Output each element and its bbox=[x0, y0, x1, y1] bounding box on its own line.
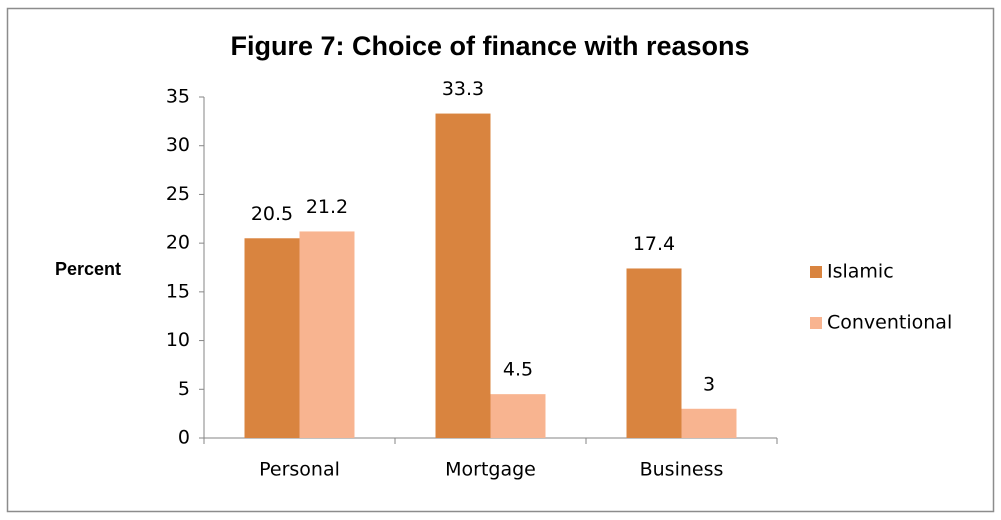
bar bbox=[435, 113, 491, 438]
bar bbox=[490, 394, 546, 438]
x-tick-label: Business bbox=[640, 459, 724, 481]
x-tick-label: Mortgage bbox=[445, 459, 536, 481]
bar bbox=[299, 231, 355, 438]
legend-swatch bbox=[810, 317, 822, 329]
data-label: 33.3 bbox=[442, 78, 484, 100]
data-label: 3 bbox=[703, 373, 715, 395]
chart-title: Figure 7: Choice of finance with reasons bbox=[230, 31, 749, 61]
legend-label: Islamic bbox=[827, 261, 894, 283]
y-tick-label: 5 bbox=[178, 378, 190, 400]
bar bbox=[681, 408, 737, 438]
y-tick-label: 15 bbox=[166, 280, 190, 302]
y-axis-label: Percent bbox=[55, 259, 121, 279]
y-tick-label: 30 bbox=[166, 134, 190, 156]
legend-label: Conventional bbox=[827, 312, 952, 334]
legend-swatch bbox=[810, 266, 822, 278]
y-tick-label: 10 bbox=[166, 329, 190, 351]
bar bbox=[244, 238, 300, 438]
y-tick-label: 20 bbox=[166, 232, 190, 254]
data-label: 21.2 bbox=[306, 196, 348, 218]
data-label: 4.5 bbox=[503, 359, 533, 381]
bar bbox=[626, 268, 682, 438]
data-label: 17.4 bbox=[633, 233, 675, 255]
x-tick-label: Personal bbox=[259, 459, 340, 481]
y-tick-label: 35 bbox=[166, 86, 190, 108]
data-label: 20.5 bbox=[251, 203, 293, 225]
y-tick-label: 0 bbox=[178, 427, 190, 449]
y-tick-label: 25 bbox=[166, 183, 190, 205]
